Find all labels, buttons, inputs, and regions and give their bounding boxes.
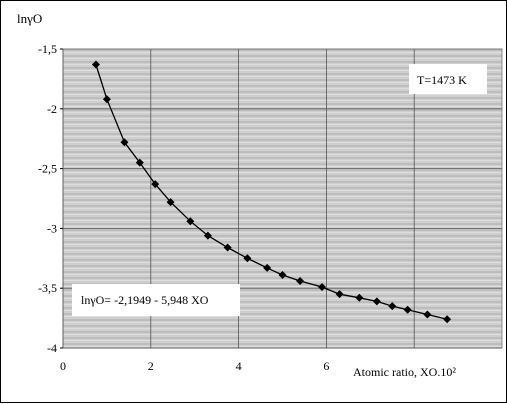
x-tick-label: 4 (236, 359, 242, 373)
data-point-diamond (151, 180, 160, 189)
y-tick-label: -4 (47, 341, 57, 355)
data-series (91, 60, 452, 324)
y-tick-label: -3,5 (38, 281, 57, 295)
temperature-annotation-box: T=1473 K (409, 64, 487, 94)
data-point-diamond (91, 60, 100, 69)
plot-border (62, 48, 503, 349)
data-point-diamond (278, 271, 287, 280)
data-point-diamond (372, 297, 381, 306)
data-point-diamond (186, 217, 195, 226)
x-tick-label: 6 (323, 359, 329, 373)
y-axis-label: lnγO (17, 11, 42, 26)
data-point-diamond (388, 302, 397, 311)
data-point-diamond (263, 263, 272, 272)
data-point-diamond (223, 243, 232, 252)
y-tick-label: -2,5 (38, 162, 57, 176)
temperature-annotation: T=1473 K (417, 73, 467, 87)
data-point-diamond (423, 310, 432, 319)
data-point-diamond (166, 198, 175, 207)
equation-annotation-box: lnγO= -2,1949 - 5,948 XO (72, 284, 240, 316)
data-point-diamond (403, 305, 412, 314)
data-point-diamond (135, 158, 144, 167)
data-point-diamond (296, 277, 305, 286)
data-point-diamond (102, 95, 111, 104)
x-tick-label: 2 (148, 359, 154, 373)
tick-labels: -4 -3,5 -3 -2,5 -2 -1,5 0 2 4 6 (38, 42, 329, 373)
data-point-diamond (120, 138, 129, 147)
data-point-diamond (335, 290, 344, 299)
axes (62, 48, 503, 349)
y-tick-label: -1,5 (38, 42, 57, 56)
data-point-diamond (318, 283, 327, 292)
x-tick-label: 0 (60, 359, 66, 373)
equation-annotation: lnγO= -2,1949 - 5,948 XO (81, 293, 209, 307)
data-point-diamond (203, 231, 212, 240)
y-tick-label: -3 (47, 221, 57, 235)
data-point-diamond (443, 315, 452, 324)
x-axis-label: Atomic ratio, XO.10² (353, 365, 456, 379)
data-point-diamond (355, 293, 364, 302)
y-tick-label: -2 (47, 102, 57, 116)
